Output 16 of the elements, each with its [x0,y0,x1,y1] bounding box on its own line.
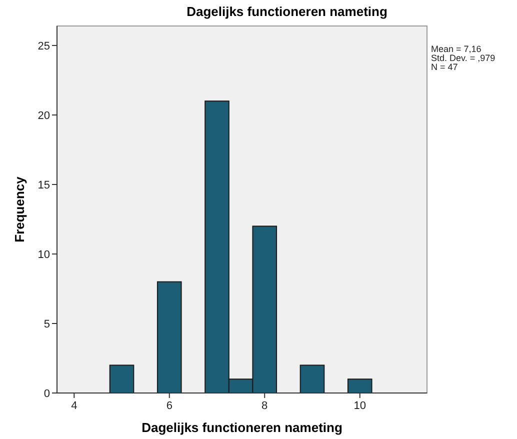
y-tick-label: 10 [38,248,50,261]
y-axis-title: Frequency [12,176,27,242]
y-tick-label: 5 [44,318,50,330]
x-tick-label: 6 [166,400,172,412]
y-tick-label: 15 [38,179,50,192]
x-axis-title: Dagelijks functioneren nameting [142,420,342,435]
y-tick-label: 25 [38,40,50,52]
y-tick-label: 0 [44,388,50,400]
text: Mean = 7,16 [431,44,482,54]
x-tick-label: 10 [354,400,366,412]
text: N = 47 [431,62,458,72]
x-tick-label: 4 [71,400,78,412]
x-tick-label: 8 [262,400,268,412]
text: Std. Dev. = ,979 [431,53,496,63]
y-tick-label: 20 [38,110,50,122]
chart-title: Dagelijks functioneren nameting [186,4,388,19]
